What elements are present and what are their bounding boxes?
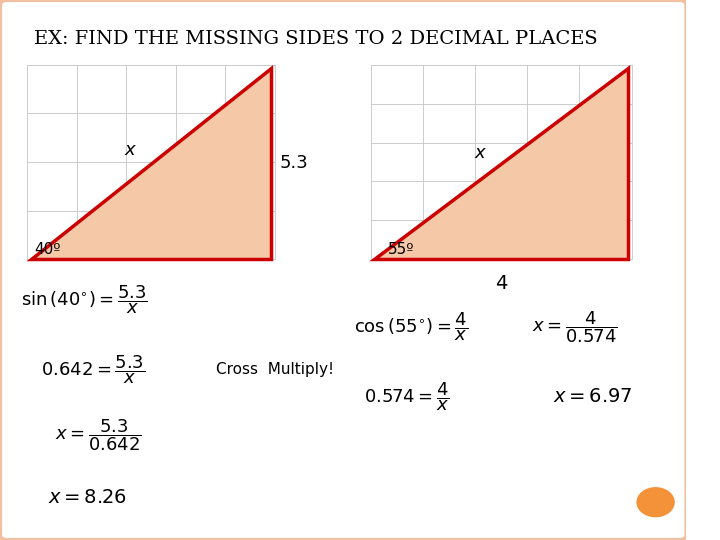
Text: $x=\dfrac{4}{0.574}$: $x=\dfrac{4}{0.574}$ [532, 309, 618, 345]
Text: $\cos\left(55^{\circ}\right)=\dfrac{4}{x}$: $\cos\left(55^{\circ}\right)=\dfrac{4}{x… [354, 310, 468, 343]
Text: 40º: 40º [35, 242, 60, 257]
Text: $x$: $x$ [474, 144, 487, 162]
Text: 5.3: 5.3 [279, 154, 308, 172]
FancyBboxPatch shape [0, 0, 686, 540]
Text: $\sin\left(40^{\circ}\right)=\dfrac{5.3}{x}$: $\sin\left(40^{\circ}\right)=\dfrac{5.3}… [21, 284, 148, 316]
Text: $x=\dfrac{5.3}{0.642}$: $x=\dfrac{5.3}{0.642}$ [55, 417, 142, 453]
Text: 4: 4 [495, 274, 508, 293]
Text: 55º: 55º [388, 242, 414, 257]
Text: EX: FIND THE MISSING SIDES TO 2 DECIMAL PLACES: EX: FIND THE MISSING SIDES TO 2 DECIMAL … [35, 30, 598, 48]
Text: $0.642=\dfrac{5.3}{x}$: $0.642=\dfrac{5.3}{x}$ [41, 354, 145, 386]
Polygon shape [374, 68, 628, 259]
Text: $0.574=\dfrac{4}{x}$: $0.574=\dfrac{4}{x}$ [364, 381, 450, 413]
Text: $x$: $x$ [124, 141, 137, 159]
Text: $x=8.26$: $x=8.26$ [48, 488, 127, 508]
Polygon shape [31, 68, 271, 259]
Text: Cross  Multiply!: Cross Multiply! [216, 362, 334, 377]
Circle shape [636, 487, 675, 517]
Text: $x=6.97$: $x=6.97$ [553, 387, 632, 407]
